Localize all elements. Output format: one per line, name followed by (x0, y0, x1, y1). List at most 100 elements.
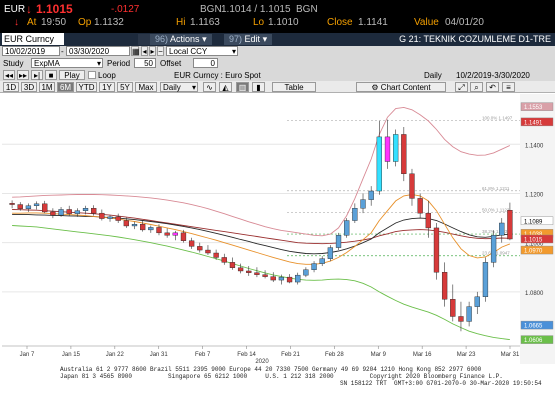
play-button[interactable]: Play (59, 70, 85, 80)
fib-level-label: 50.0% 1.1123 (482, 207, 510, 212)
candle (17, 204, 23, 209)
range-5y[interactable]: 5Y (117, 82, 133, 92)
value-label: Value (414, 17, 439, 28)
hi-label: Hi (176, 17, 186, 28)
candle (58, 209, 64, 216)
rewind-icon[interactable]: ◂◂ (3, 70, 15, 80)
candle (384, 136, 391, 162)
area-chart-icon[interactable]: ◭ (219, 82, 232, 92)
period-field[interactable]: 50 (134, 58, 156, 68)
footer-line-3: SN 158122 TRT GMT+3:00 G701-2070-0 30-Ma… (340, 380, 542, 387)
range-3d[interactable]: 3D (21, 82, 37, 92)
price-tag-label: 1.1089 (524, 219, 543, 225)
candle (213, 252, 219, 258)
start-date-field[interactable]: 10/02/2019 (2, 46, 60, 56)
playback-row: ◂◂ ▸▸ ▸| ■ Play Loop EUR Curncy : Euro S… (0, 69, 555, 81)
next-icon[interactable]: ▸ (149, 46, 156, 56)
x-tick-label: Jan 7 (20, 352, 35, 358)
calendar-icon[interactable]: ▦ (131, 46, 140, 56)
bgn-source: BGN (296, 4, 318, 15)
undo-icon[interactable]: ↶ (486, 82, 499, 92)
forward-icon[interactable]: ▸▸ (17, 70, 29, 80)
y-axis-panel (520, 94, 555, 364)
range-6m[interactable]: 6M (57, 82, 74, 92)
range-1m[interactable]: 1M (39, 82, 55, 92)
zoom-icon[interactable]: ⌕ (470, 82, 483, 92)
chevron-down-icon: ▾ (231, 47, 236, 56)
value-date: 04/01/20 (445, 17, 484, 28)
study-row: Study ExpMA ▾ Period 50 Offset 0 (0, 57, 555, 69)
fullscreen-icon[interactable]: ⤢ (455, 82, 468, 92)
x-tick-label: Mar 16 (413, 352, 432, 358)
bar-chart-icon[interactable]: ▮ (252, 82, 265, 92)
chevron-down-icon: ▾ (262, 34, 268, 44)
settings-icon[interactable]: ≡ (502, 82, 515, 92)
year-label: 2020 (255, 359, 269, 364)
end-date-field[interactable]: 03/30/2020 (66, 46, 130, 56)
ema-line-green (12, 225, 510, 341)
candle (123, 220, 129, 227)
instrument-label: EUR Curncy : Euro Spot (174, 71, 261, 80)
candle (82, 208, 89, 211)
time-value: 19:50 (41, 17, 67, 28)
candle (107, 216, 113, 219)
currency-select[interactable]: Local CCY ▾ (166, 46, 238, 56)
study-select[interactable]: ExpMA ▾ (31, 58, 103, 68)
lo-value: 1.1010 (268, 17, 299, 28)
chart-content-button[interactable]: ⚙ Chart Content (356, 82, 446, 92)
candle (254, 272, 260, 275)
gear-icon: ⚙ (371, 83, 379, 92)
security-field[interactable]: EUR Curncy (2, 33, 64, 45)
x-tick-label: Jan 22 (106, 352, 125, 358)
candle (393, 134, 399, 162)
price-chart[interactable]: 1.1400 1.1200 1.1000 1.0800 100.0% 1.1497 61.… (0, 94, 555, 364)
edit-menu[interactable]: 97) Edit ▾ (224, 34, 273, 45)
scroll-icon[interactable] (138, 34, 153, 45)
prev-icon[interactable]: ◂ (141, 46, 148, 56)
range-max[interactable]: Max (135, 82, 157, 92)
candle (507, 210, 513, 240)
open-value: 1.1132 (94, 17, 124, 28)
step-icon[interactable]: ▸| (31, 70, 43, 80)
candle (262, 274, 268, 277)
chevron-down-icon: ▾ (191, 83, 196, 92)
candle (458, 316, 464, 322)
fib-level-label: 38.2% 1.1035 (482, 229, 510, 234)
table-button[interactable]: Table (272, 82, 316, 92)
candle (295, 274, 301, 283)
x-tick-label: Feb 14 (237, 352, 256, 358)
candle (490, 235, 497, 263)
range-1y[interactable]: 1Y (99, 82, 115, 92)
candle (246, 270, 252, 273)
footer-line-1: Australia 61 2 9777 8600 Brazil 5511 239… (60, 366, 482, 373)
page-title: G 21: TEKNIK COZUMLEME D1-TRE (399, 34, 551, 44)
offset-label: Offset (160, 59, 182, 68)
range-1d[interactable]: 1D (3, 82, 19, 92)
frequency-select[interactable]: Daily ▾ (160, 82, 198, 92)
candle (311, 263, 317, 270)
ticker[interactable]: EUR (4, 4, 26, 15)
actions-menu[interactable]: 96) Actions ▾ (150, 34, 212, 45)
candle (376, 136, 382, 192)
price-tag-label: 1.1015 (524, 237, 543, 243)
loop-checkbox[interactable] (88, 71, 96, 79)
candle (156, 227, 162, 234)
stop-icon[interactable]: ■ (45, 70, 57, 80)
time-label: At (27, 17, 37, 28)
zoom-out-icon[interactable]: − (157, 46, 164, 56)
footer: Australia 61 2 9777 8600 Brazil 5511 239… (0, 364, 555, 400)
candle (164, 232, 170, 236)
bid-ask: 1.1014 / 1.1015 (221, 4, 291, 15)
line-chart-icon[interactable]: ∿ (203, 82, 216, 92)
dash: - (61, 47, 64, 56)
range-ytd[interactable]: YTD (76, 82, 97, 92)
net-change: -.0127 (111, 4, 140, 15)
candle (148, 227, 154, 231)
offset-field[interactable]: 0 (193, 58, 218, 68)
price-tag (520, 234, 554, 244)
x-tick-label: Feb 28 (325, 352, 344, 358)
price-tag (520, 245, 554, 255)
candle-chart-icon[interactable]: ▥ (236, 82, 249, 92)
candle (499, 222, 505, 236)
date-range-row: 10/02/2019 - 03/30/2020 ▦ ◂ ▸ − Local CC… (0, 46, 555, 57)
